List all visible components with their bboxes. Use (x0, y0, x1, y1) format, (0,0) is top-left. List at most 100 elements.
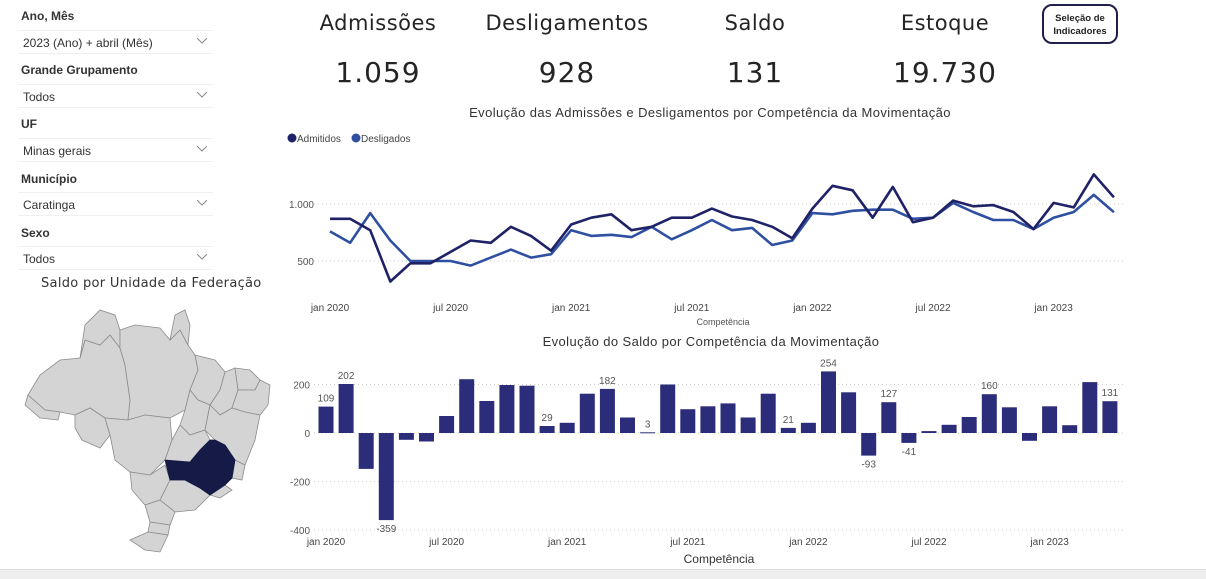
series-line-desligados (329, 193, 1115, 267)
kpi-desligamentos-value: 928 (538, 56, 596, 89)
bar-jun-2022 (901, 433, 917, 443)
filter-dropdown-grande-grupamento[interactable]: Todos (18, 84, 213, 108)
y-tick-label: 500 (297, 257, 314, 268)
x-tick-label: jan 2021 (547, 537, 587, 548)
x-tick-label: jan 2023 (1029, 537, 1069, 548)
selecao-indicadores-button[interactable]: Seleção de Indicadores (1042, 4, 1118, 44)
bar-jan-2022 (800, 422, 816, 433)
bar-mar-2023 (1082, 382, 1098, 433)
filter-dropdown-ano-mes[interactable]: 2023 (Ano) + abril (Mês) (18, 30, 213, 54)
bar-abr-2021 (620, 417, 635, 433)
bar-out-2021 (740, 417, 756, 433)
bar-mar-2020 (358, 433, 374, 469)
filter-value: Caratinga (23, 198, 76, 212)
line-chart-gridlines (310, 203, 1125, 262)
bar-chart-x-axis: jan 2020 jul 2020 jan 2021 jul 2021 jan 2022… (306, 537, 1069, 548)
line-chart-admissoes-desligamentos[interactable]: Evolução das Admissões e Desligamentos p… (280, 100, 1160, 330)
data-label: 109 (318, 394, 335, 405)
legend-marker-admitidos (287, 133, 297, 143)
line-chart-title: Evolução das Admissões e Desligamentos p… (469, 105, 951, 120)
bar-dez-2021 (780, 427, 796, 433)
filter-label-grande-grupamento: Grande Grupamento (21, 63, 138, 77)
filter-value: Todos (23, 90, 56, 104)
map-state-parana[interactable] (144, 499, 176, 526)
bar-chart-gridlines (314, 384, 1125, 531)
map-state-acre[interactable] (24, 394, 61, 421)
bar-chart-saldo[interactable]: Evolução do Saldo por Competência da Mov… (280, 330, 1160, 569)
data-label: 182 (599, 376, 616, 387)
bar-jan-2021 (559, 422, 575, 433)
bar-chart-data-labels: 109 202 -359 29 182 3 21 254 -93 127 -41 160 131 (318, 358, 1119, 535)
filter-dropdown-uf[interactable]: Minas gerais (18, 138, 213, 162)
brazil-map[interactable] (20, 300, 280, 555)
x-tick-label: jul 2021 (669, 537, 705, 548)
data-label: 254 (820, 358, 837, 369)
map-state-rondonia[interactable] (74, 407, 111, 449)
filter-dropdown-sexo[interactable]: Todos (18, 246, 213, 270)
data-label: 29 (542, 413, 554, 424)
filter-value: Todos (23, 252, 56, 266)
map-state-amapa[interactable] (169, 309, 191, 347)
legend-marker-desligados (351, 133, 361, 143)
button-label-line2: Indicadores (1053, 26, 1107, 37)
y-tick-label: 200 (293, 381, 310, 392)
bar-set-2020 (479, 401, 495, 433)
chevron-down-icon (197, 146, 207, 152)
series-line-admitidos (330, 173, 1115, 283)
x-tick-label: jul 2022 (910, 537, 946, 548)
data-label: 3 (645, 419, 651, 430)
bottom-scroll-bar[interactable] (0, 569, 1206, 579)
kpi-saldo-title: Saldo (724, 11, 786, 35)
map-state-bahia[interactable] (204, 404, 261, 466)
line-chart-y-axis: 500 1.000 (289, 200, 314, 268)
legend-label-admitidos: Admitidos (297, 134, 341, 145)
chevron-down-icon (197, 92, 207, 98)
bar-chart-title: Evolução do Saldo por Competência da Mov… (543, 334, 880, 349)
filter-label-ano-mes: Ano, Mês (21, 9, 75, 23)
filter-label-municipio: Município (21, 172, 77, 186)
bar-fev-2020 (338, 384, 354, 433)
bar-abr-2023 (1102, 401, 1118, 433)
data-label: 21 (783, 415, 795, 426)
map-state-mato-grosso[interactable] (104, 414, 173, 476)
x-tick-label: jan 2020 (306, 537, 346, 548)
line-chart-x-axis: jan 2020 jul 2020 jan 2021 jul 2021 jan 2022… (310, 303, 1073, 314)
bar-jun-2020 (419, 433, 434, 442)
map-title: Saldo por Unidade da Federação (41, 276, 262, 291)
bar-out-2022 (981, 394, 997, 433)
data-label: 127 (880, 389, 897, 400)
map-state-amazonas[interactable] (27, 334, 131, 421)
line-chart-x-axis-title: Competência (696, 317, 749, 327)
map-state-minas-gerais[interactable] (164, 439, 236, 496)
bar-jul-2020 (439, 416, 455, 433)
bar-mai-2021 (640, 432, 656, 434)
bar-nov-2021 (760, 393, 776, 433)
bar-ago-2020 (459, 379, 475, 433)
chevron-down-icon (197, 254, 207, 260)
bar-jun-2021 (660, 384, 676, 433)
bar-mai-2020 (398, 433, 414, 440)
filter-dropdown-municipio[interactable]: Caratinga (18, 192, 213, 216)
bar-jul-2022 (921, 431, 937, 433)
data-label: 202 (338, 371, 355, 382)
filter-value: 2023 (Ano) + abril (Mês) (23, 36, 153, 50)
bar-fev-2023 (1062, 425, 1078, 433)
bar-abr-2020 (378, 433, 394, 521)
data-label: -359 (376, 524, 396, 535)
bar-ago-2021 (700, 406, 716, 433)
bar-set-2021 (720, 403, 736, 433)
y-tick-label: 1.000 (289, 200, 314, 211)
bar-mai-2022 (881, 402, 897, 433)
bar-fev-2021 (579, 393, 595, 433)
y-tick-label: -400 (290, 526, 310, 537)
x-tick-label: jul 2022 (914, 303, 950, 314)
bar-mar-2021 (599, 388, 615, 433)
kpi-admissoes-value: 1.059 (335, 56, 421, 89)
bar-fev-2022 (821, 371, 836, 433)
chevron-down-icon (197, 38, 207, 44)
bar-abr-2022 (861, 433, 877, 456)
filter-label-uf: UF (21, 117, 37, 131)
line-chart-series (329, 173, 1115, 283)
map-state-rio-grande-do-sul[interactable] (129, 531, 169, 553)
button-label-line1: Seleção de (1055, 13, 1105, 24)
